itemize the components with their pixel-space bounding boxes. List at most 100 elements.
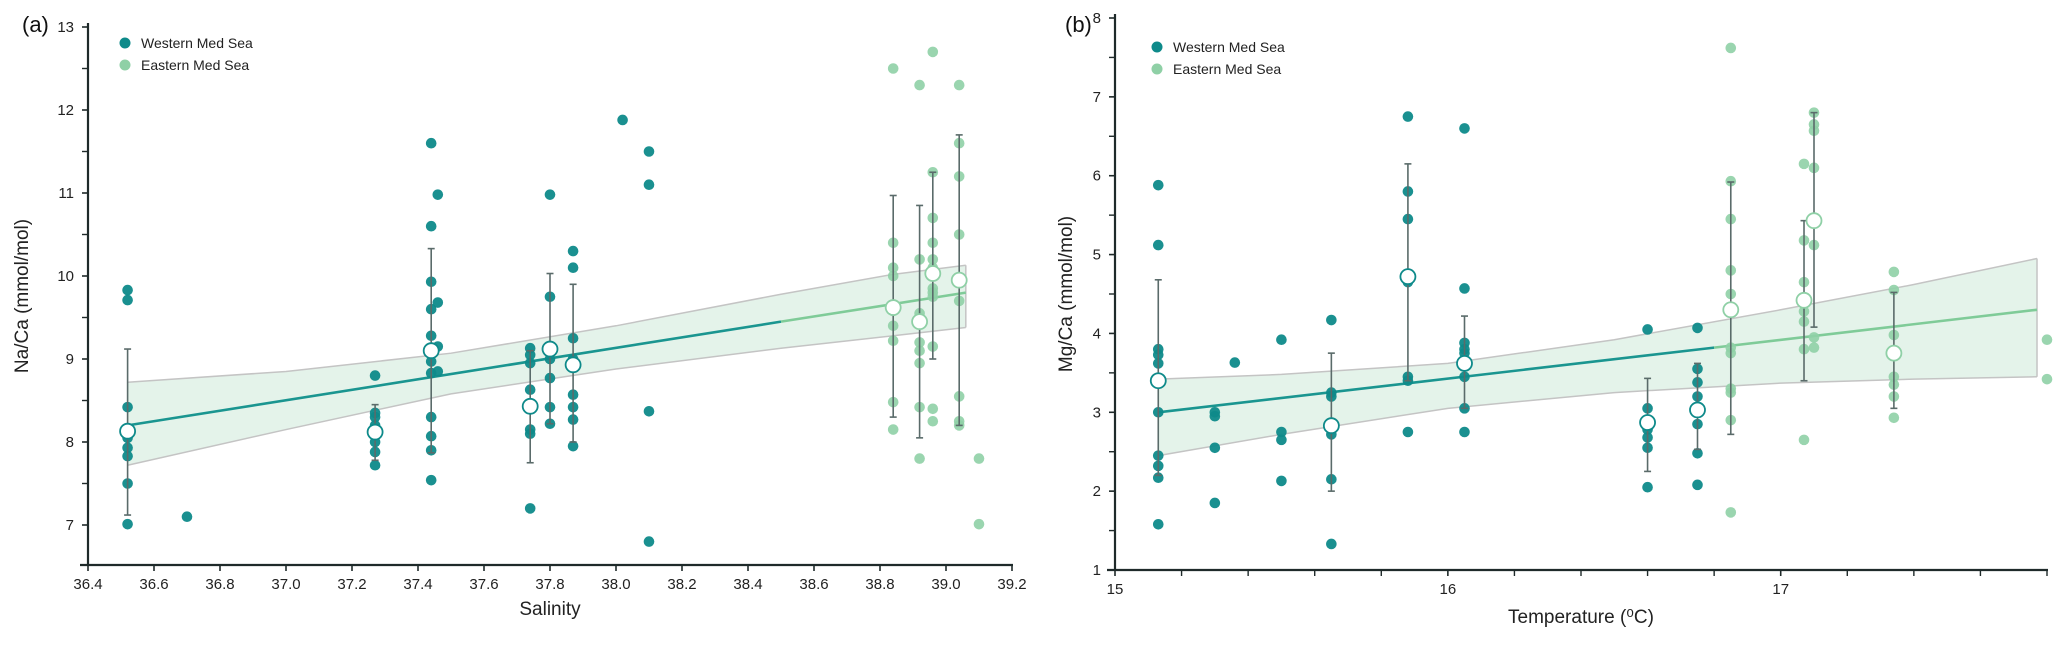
data-point (1276, 334, 1287, 346)
data-point (643, 179, 655, 190)
y-tick-label: 5 (1093, 247, 1101, 264)
data-point (1229, 357, 1241, 368)
y-tick-label: 8 (66, 434, 74, 451)
legend-label: Eastern Med Sea (1173, 61, 1281, 77)
data-point (927, 403, 939, 415)
legend-label: Western Med Sea (141, 35, 253, 51)
data-point (425, 137, 437, 149)
legend-marker-western (119, 37, 131, 49)
x-tick-label: 39.2 (997, 576, 1026, 593)
data-point (567, 440, 579, 452)
mean-marker (521, 397, 539, 415)
data-point (1642, 481, 1653, 493)
confidence-band-upper (1158, 257, 2038, 380)
y-tick-label: 7 (66, 517, 74, 534)
data-point (1642, 324, 1653, 335)
y-tick-label: 1 (1093, 562, 1101, 579)
y-tick-label: 10 (57, 268, 74, 285)
x-tick-label: 38.2 (667, 576, 696, 593)
mean-marker (1722, 301, 1740, 319)
data-point (973, 518, 985, 530)
y-axis-title: Mg/Ca (mmol/mol) (1056, 216, 1077, 372)
data-point (425, 220, 437, 232)
y-tick-label: 2 (1093, 483, 1101, 500)
confidence-band (1158, 258, 2038, 456)
series-eastern (1725, 42, 2053, 518)
mean-marker (366, 423, 384, 441)
x-tick-label: 38.8 (865, 576, 894, 593)
data-point (1209, 497, 1221, 509)
x-tick-label: 36.6 (139, 576, 168, 593)
data-point (953, 79, 965, 91)
panel-label: (b) (1065, 12, 1092, 37)
mean-marker (119, 422, 136, 440)
mean-marker (1885, 344, 1903, 362)
data-point (1276, 434, 1287, 446)
data-point (369, 459, 381, 471)
data-point (617, 114, 628, 126)
data-point (1459, 283, 1470, 294)
y-tick-label: 12 (57, 102, 74, 119)
mean-marker (1322, 417, 1340, 435)
legend-label: Western Med Sea (1173, 39, 1285, 55)
mean-marker (1639, 414, 1656, 431)
mean-marker (924, 265, 942, 282)
x-axis-title: Temperature (⁰C) (1508, 607, 1654, 628)
data-point (1152, 179, 1164, 191)
data-point (122, 294, 133, 306)
x-tick-label: 15 (1107, 581, 1124, 598)
data-point (643, 536, 655, 547)
data-point (1692, 479, 1703, 491)
x-tick-label: 37.0 (271, 576, 300, 593)
data-point (887, 63, 899, 74)
mean-marker (564, 356, 582, 374)
y-tick-label: 6 (1093, 168, 1101, 185)
mean-marker (1689, 401, 1706, 419)
mean-marker (1795, 291, 1813, 309)
mean-marker (1399, 268, 1417, 286)
series-western (122, 114, 655, 547)
data-point (1725, 42, 1737, 54)
x-tick-label: 38.0 (601, 576, 630, 593)
mean-marker (950, 271, 968, 289)
y-tick-label: 7 (1093, 89, 1101, 106)
data-point (643, 405, 655, 417)
data-point (432, 189, 444, 200)
legend-marker-eastern (119, 59, 131, 71)
x-tick-label: 37.6 (469, 576, 498, 593)
data-point (1808, 332, 1820, 343)
x-tick-label: 38.6 (799, 576, 828, 593)
chart-panel-a: (a) 7 8 9 10 11 12 13 36.4 36.6 36.8 37.0 37.2 37.4 37… (12, 12, 1027, 620)
data-point (2041, 373, 2053, 385)
data-point (2041, 334, 2053, 346)
chart-panel-b: (b) 1 2 3 4 5 6 7 8 15 16 17 Temperature (⁰C) Mg/Ca (… (1056, 10, 2053, 628)
data-point (1326, 538, 1337, 550)
x-tick-label: 17 (1772, 581, 1789, 598)
legend-label: Eastern Med Sea (141, 57, 249, 73)
panel-label: (a) (22, 12, 49, 37)
data-point (1326, 314, 1337, 326)
data-point (1276, 426, 1287, 438)
data-point (1798, 434, 1810, 446)
series-western (1152, 111, 1703, 550)
data-point (1459, 123, 1470, 134)
y-tick-label: 4 (1093, 325, 1101, 342)
data-point (1459, 426, 1470, 438)
data-point (1725, 507, 1737, 518)
regression-line-western (1158, 346, 1715, 414)
regression-line-eastern (1713, 308, 2038, 349)
data-point (914, 453, 925, 464)
mean-marker (1456, 354, 1473, 372)
data-point (122, 518, 133, 530)
x-tick-label: 37.8 (535, 576, 564, 593)
data-point (181, 511, 193, 522)
data-point (122, 284, 133, 296)
data-point (1276, 475, 1287, 487)
x-tick-label: 36.4 (73, 576, 102, 593)
data-point (544, 189, 556, 200)
data-point (887, 424, 899, 435)
y-tick-label: 8 (1093, 10, 1101, 27)
data-point (369, 370, 381, 381)
data-point (1888, 412, 1900, 424)
